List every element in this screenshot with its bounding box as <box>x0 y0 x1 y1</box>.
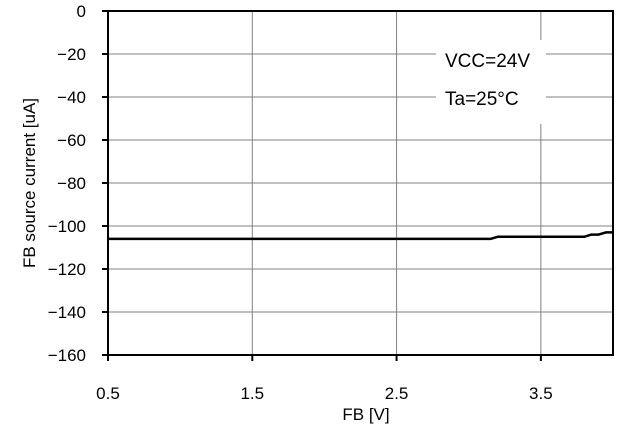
y-tick-label-3: −60 <box>57 131 86 150</box>
annotation-vcc: VCC=24V <box>445 51 530 72</box>
x-axis-ticks: 0.5 1.5 2.5 3.5 <box>96 355 553 403</box>
y-tick-label-8: −160 <box>48 346 86 365</box>
series-lines <box>108 231 613 241</box>
y-tick-label-1: −20 <box>57 45 86 64</box>
annotation-ta: Ta=25°C <box>445 89 519 110</box>
y-axis-ticks: 0 −20 −40 −60 −80 −100 −120 −140 −160 <box>48 2 108 365</box>
x-tick-label-1: 1.5 <box>240 384 264 403</box>
y-tick-label-6: −120 <box>48 260 86 279</box>
y-tick-label-5: −100 <box>48 217 86 236</box>
grid-lines <box>108 11 613 355</box>
x-axis-title: FB [V] <box>342 405 389 424</box>
y-axis-title: FB source current [uA] <box>20 98 39 268</box>
x-tick-label-3: 3.5 <box>529 384 553 403</box>
y-tick-label-0: 0 <box>77 2 86 21</box>
series-line-0 <box>108 231 613 241</box>
annotation-box <box>436 40 546 124</box>
x-tick-label-0: 0.5 <box>96 384 120 403</box>
y-tick-label-2: −40 <box>57 88 86 107</box>
y-tick-label-4: −80 <box>57 174 86 193</box>
x-tick-label-2: 2.5 <box>385 384 409 403</box>
y-tick-label-7: −140 <box>48 303 86 322</box>
